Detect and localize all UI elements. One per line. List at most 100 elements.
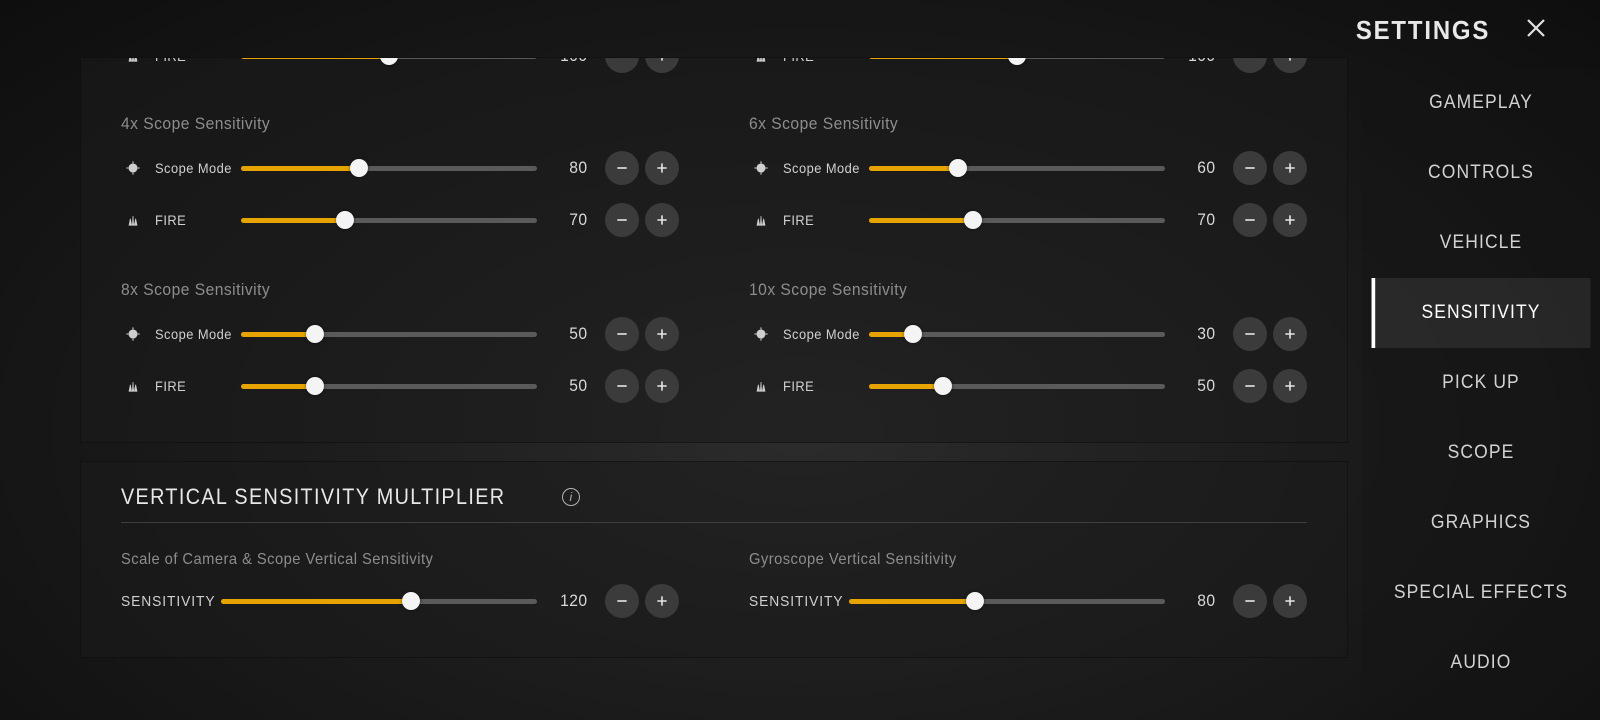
slider-track[interactable]: [849, 599, 1165, 604]
close-icon: [1524, 16, 1548, 40]
slider-track[interactable]: [241, 384, 537, 389]
slider-track[interactable]: [869, 218, 1165, 223]
slider-value: 70: [1182, 210, 1215, 230]
increment-button[interactable]: [645, 369, 679, 403]
subsection-label: Scale of Camera & Scope Vertical Sensiti…: [121, 551, 634, 569]
slider-thumb[interactable]: [966, 592, 984, 610]
decrement-button[interactable]: [605, 203, 639, 237]
close-button[interactable]: [1524, 16, 1548, 45]
slider-track[interactable]: [869, 166, 1165, 171]
increment-button[interactable]: [1273, 58, 1307, 73]
decrement-button[interactable]: [1233, 151, 1267, 185]
nav-item-audio[interactable]: AUDIO: [1372, 628, 1591, 698]
slider-track[interactable]: [241, 166, 537, 171]
increment-button[interactable]: [645, 58, 679, 73]
decrement-button[interactable]: [605, 584, 639, 618]
scope-icon: [749, 160, 773, 176]
slider-row: FIRE100: [749, 58, 1307, 76]
slider-label: SENSITIVITY: [749, 593, 841, 610]
subsection-label: Gyroscope Vertical Sensitivity: [749, 551, 1262, 569]
slider-thumb[interactable]: [949, 159, 967, 177]
decrement-button[interactable]: [1233, 203, 1267, 237]
slider-thumb[interactable]: [402, 592, 420, 610]
slider-track[interactable]: [241, 218, 537, 223]
slider-thumb[interactable]: [306, 325, 324, 343]
scope-icon: [121, 326, 145, 342]
fire-icon: [749, 378, 773, 394]
slider-row: Scope Mode50: [121, 314, 679, 354]
clipped-row: FIRE100FIRE100: [121, 58, 1307, 80]
group-title: 4x Scope Sensitivity: [121, 114, 634, 134]
slider-row: SENSITIVITY 80: [749, 581, 1307, 621]
slider-row: Scope Mode 80: [121, 148, 679, 188]
nav-item-gameplay[interactable]: GAMEPLAY: [1372, 68, 1591, 138]
nav-item-controls[interactable]: CONTROLS: [1372, 138, 1591, 208]
slider-row: FIRE50: [749, 366, 1307, 406]
nav-item-pick-up[interactable]: PICK UP: [1372, 348, 1591, 418]
increment-button[interactable]: [1273, 317, 1307, 351]
nav-item-sensitivity[interactable]: SENSITIVITY: [1372, 278, 1591, 348]
nav-item-scope[interactable]: SCOPE: [1372, 418, 1591, 488]
vertical-sensitivity-panel: VERTICAL SENSITIVITY MULTIPLIER i Scale …: [80, 461, 1348, 658]
page-title: SETTINGS: [1356, 15, 1490, 46]
nav-item-graphics[interactable]: GRAPHICS: [1372, 488, 1591, 558]
slider-thumb[interactable]: [1008, 58, 1026, 65]
slider-value: 100: [554, 58, 587, 66]
increment-button[interactable]: [1273, 203, 1307, 237]
slider-label: FIRE: [783, 212, 862, 228]
increment-button[interactable]: [645, 203, 679, 237]
slider-row: SENSITIVITY120: [121, 581, 679, 621]
slider-track[interactable]: [869, 58, 1165, 59]
fire-icon: [749, 212, 773, 228]
info-icon[interactable]: i: [562, 488, 580, 506]
decrement-button[interactable]: [1233, 584, 1267, 618]
fire-icon: [121, 378, 145, 394]
slider-thumb[interactable]: [306, 377, 324, 395]
decrement-button[interactable]: [605, 58, 639, 73]
slider-label: FIRE: [783, 378, 862, 394]
slider-thumb[interactable]: [964, 211, 982, 229]
slider-thumb[interactable]: [336, 211, 354, 229]
group-title: 10x Scope Sensitivity: [749, 280, 1262, 300]
slider-value: 80: [1182, 591, 1215, 611]
slider-track[interactable]: [869, 384, 1165, 389]
section-title: VERTICAL SENSITIVITY MULTIPLIER: [121, 484, 505, 510]
decrement-button[interactable]: [1233, 58, 1267, 73]
nav-item-vehicle[interactable]: VEHICLE: [1372, 208, 1591, 278]
increment-button[interactable]: [645, 584, 679, 618]
increment-button[interactable]: [1273, 584, 1307, 618]
slider-thumb[interactable]: [904, 325, 922, 343]
decrement-button[interactable]: [605, 151, 639, 185]
slider-track[interactable]: [869, 332, 1165, 337]
increment-button[interactable]: [645, 317, 679, 351]
slider-value: 120: [554, 591, 587, 611]
slider-label: Scope Mode: [783, 160, 862, 176]
slider-thumb[interactable]: [350, 159, 368, 177]
decrement-button[interactable]: [605, 369, 639, 403]
slider-value: 100: [1182, 58, 1215, 66]
increment-button[interactable]: [1273, 151, 1307, 185]
fire-icon: [121, 58, 145, 64]
slider-row: FIRE 70: [749, 200, 1307, 240]
slider-track[interactable]: [221, 599, 537, 604]
header: SETTINGS: [1350, 0, 1600, 60]
increment-button[interactable]: [1273, 369, 1307, 403]
fire-icon: [749, 58, 773, 64]
nav-item-special-effects[interactable]: SPECIAL EFFECTS: [1372, 558, 1591, 628]
decrement-button[interactable]: [1233, 317, 1267, 351]
group-title: 6x Scope Sensitivity: [749, 114, 1262, 134]
slider-value: 50: [554, 376, 587, 396]
slider-label: Scope Mode: [155, 160, 234, 176]
slider-track[interactable]: [241, 332, 537, 337]
slider-thumb[interactable]: [380, 58, 398, 65]
decrement-button[interactable]: [605, 317, 639, 351]
slider-track[interactable]: [241, 58, 537, 59]
decrement-button[interactable]: [1233, 369, 1267, 403]
slider-thumb[interactable]: [934, 377, 952, 395]
settings-nav: GAMEPLAYCONTROLSVEHICLESENSITIVITYPICK U…: [1362, 68, 1600, 720]
increment-button[interactable]: [645, 151, 679, 185]
slider-value: 70: [554, 210, 587, 230]
scope-icon: [121, 160, 145, 176]
slider-value: 80: [554, 158, 587, 178]
slider-label: FIRE: [155, 58, 234, 64]
